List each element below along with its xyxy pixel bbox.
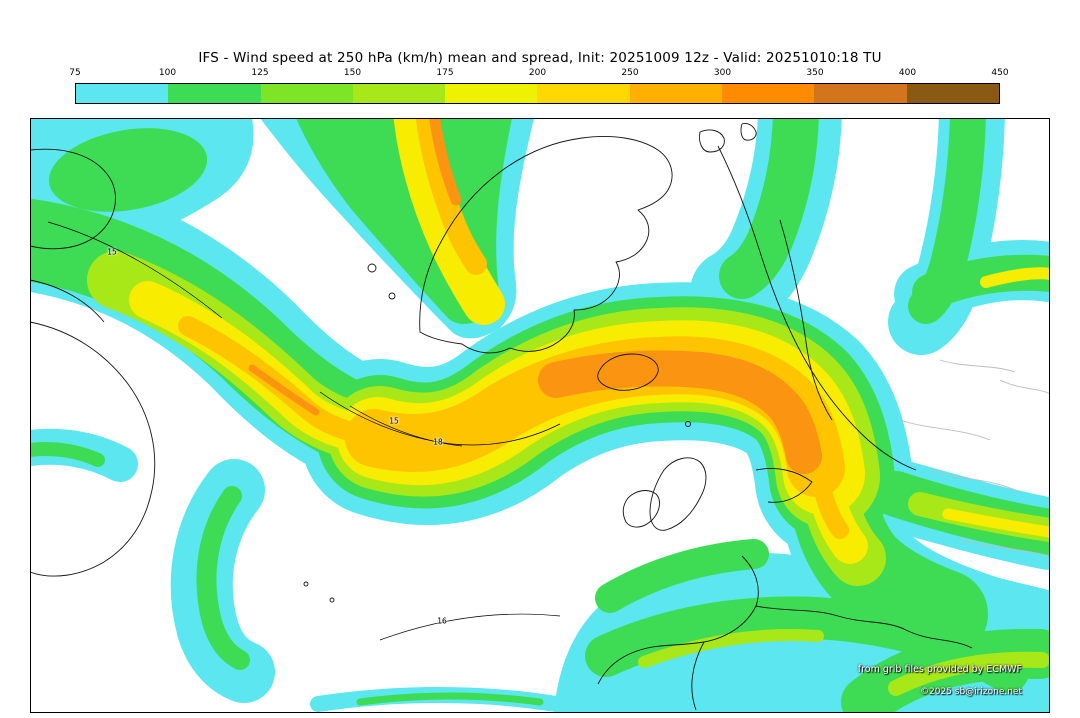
colorbar-tick: 200 xyxy=(528,68,547,78)
colorbar-segment xyxy=(260,84,353,103)
country-borders xyxy=(899,359,1050,557)
attribution-copyright: ©2025 sb@irizone.net xyxy=(920,687,1022,697)
page-title: IFS - Wind speed at 250 hPa (km/h) mean … xyxy=(198,50,882,66)
colorbar-tick: 175 xyxy=(436,68,454,78)
colorbar-segment xyxy=(814,84,907,103)
colorbar-tick: 150 xyxy=(343,68,362,78)
colorbar-segment xyxy=(722,84,815,103)
colorbar-tick: 300 xyxy=(713,68,732,78)
coastlines xyxy=(30,123,973,711)
colorbar-segment xyxy=(629,84,723,103)
colorbar-segment xyxy=(352,84,446,103)
colorbar-tick: 250 xyxy=(621,68,639,78)
colorbar-segment xyxy=(537,84,630,103)
colorbar xyxy=(75,83,1000,104)
colorbar-tick: 400 xyxy=(898,68,917,78)
map-frame xyxy=(30,118,1050,713)
colorbar-tick: 100 xyxy=(158,68,177,78)
colorbar-segment xyxy=(76,84,169,103)
colorbar-segment xyxy=(906,84,999,103)
colorbar-tick: 350 xyxy=(806,68,824,78)
colorbar-ticks: 75 100 125 150 175 200 250 300 350 400 450 xyxy=(0,68,1080,80)
spread-contours xyxy=(47,221,561,641)
colorbar-segment xyxy=(445,84,538,103)
colorbar-tick: 125 xyxy=(251,68,269,78)
attribution-source: from grib files provided by ECMWF xyxy=(857,664,1022,675)
colorbar-tick: 450 xyxy=(991,68,1009,78)
colorbar-tick: 75 xyxy=(69,68,81,78)
colorbar-segment xyxy=(168,84,261,103)
